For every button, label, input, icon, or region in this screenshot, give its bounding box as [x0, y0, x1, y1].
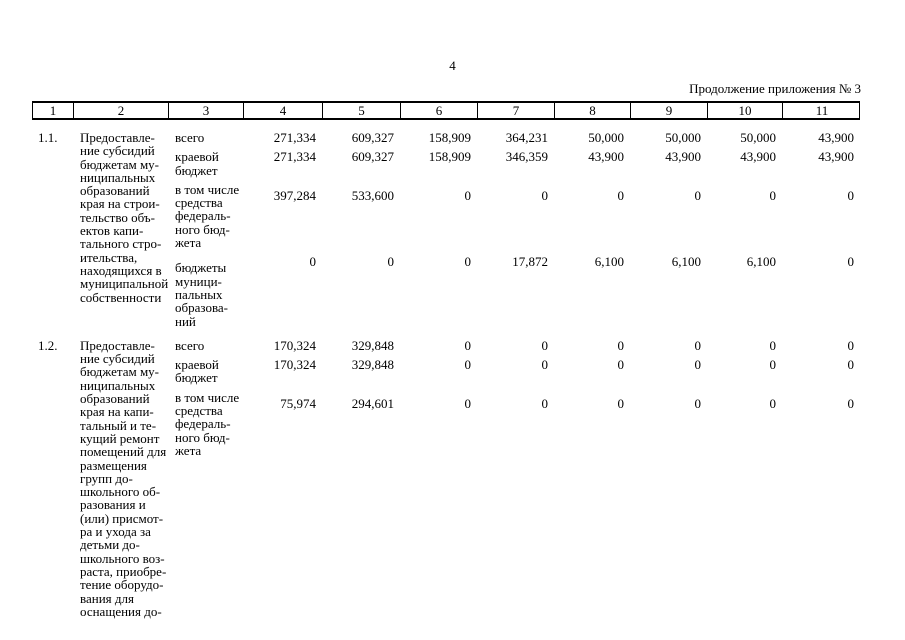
- value-cell: 0: [694, 357, 702, 373]
- value-cell: 6,100: [594, 254, 624, 270]
- col-header-cell: 6: [401, 103, 478, 118]
- value-cell: 329,848: [351, 337, 394, 353]
- budget-subrow-regional: краевой бюджет 170,324 329,848 0 0 0 0 0…: [168, 358, 860, 385]
- budget-level-label: в том числе средства федераль- ного бюд-…: [175, 389, 240, 458]
- subrows-container: всего 170,324 329,848 0 0 0 0 0 0 краево…: [168, 339, 860, 463]
- col-header-cell: 9: [631, 103, 708, 118]
- value-cell: 50,000: [665, 130, 701, 145]
- value-cell: 609,327: [351, 149, 394, 165]
- value-cell: 6,100: [671, 254, 701, 270]
- value-cell: 50,000: [740, 130, 776, 145]
- budget-level-label: краевой бюджет: [175, 149, 219, 178]
- col-header-cell: 10: [708, 103, 783, 118]
- value-cell: 6,100: [746, 254, 776, 270]
- value-cell: 271,334: [273, 130, 316, 145]
- value-cell: 0: [847, 395, 855, 411]
- value-cell: 0: [464, 187, 472, 203]
- value-cell: 0: [309, 254, 317, 270]
- row-description: Предоставле- ние субсидий бюджетам му- н…: [80, 337, 167, 619]
- value-cell: 364,231: [505, 130, 548, 145]
- value-cell: 0: [464, 357, 472, 373]
- value-cell: 0: [617, 187, 625, 203]
- col-header-cell: 5: [323, 103, 401, 118]
- table-row: 1.1. Предоставле- ние субсидий бюджетам …: [32, 131, 860, 334]
- col-header-cell: 1: [33, 103, 74, 118]
- budget-level-label: всего: [175, 337, 205, 353]
- table-body: 1.1. Предоставле- ние субсидий бюджетам …: [32, 120, 860, 618]
- value-cell: 0: [617, 357, 625, 373]
- value-cell: 0: [694, 395, 702, 411]
- col-header-cell: 11: [815, 102, 829, 118]
- budget-subrow-federal: в том числе средства федераль- ного бюд-…: [168, 389, 860, 458]
- value-cell: 397,284: [273, 187, 316, 203]
- value-cell: 50,000: [588, 130, 624, 145]
- value-cell: 0: [769, 187, 777, 203]
- value-cell: 158,909: [428, 130, 471, 145]
- value-cell: 0: [617, 337, 625, 353]
- value-cell: 329,848: [351, 357, 394, 373]
- budget-level-label: краевой бюджет: [175, 357, 219, 386]
- value-cell: 0: [769, 337, 777, 353]
- budget-level-label: всего: [175, 130, 205, 145]
- value-cell: 170,324: [273, 337, 316, 353]
- value-cell: 0: [769, 357, 777, 373]
- col-header-cell: 3: [169, 103, 244, 118]
- col-header-cell: 8: [555, 103, 631, 118]
- value-cell: 43,900: [818, 130, 854, 145]
- value-cell: 0: [847, 187, 855, 203]
- value-cell: 0: [464, 254, 472, 270]
- col-header-cell: 4: [244, 103, 323, 118]
- value-cell: 0: [617, 395, 625, 411]
- appendix-caption: Продолжение приложения № 3: [689, 81, 861, 96]
- value-cell: 17,872: [512, 254, 548, 270]
- value-cell: 0: [847, 254, 855, 270]
- value-cell: 609,327: [351, 130, 394, 145]
- row-description: Предоставле- ние субсидий бюджетам му- н…: [80, 130, 169, 305]
- value-cell: 170,324: [273, 357, 316, 373]
- value-cell: 43,900: [740, 149, 776, 165]
- value-cell: 75,974: [280, 395, 316, 411]
- table-row: 1.2. Предоставле- ние субсидий бюджетам …: [32, 339, 860, 618]
- budget-level-label: бюджеты муници- пальных образова- ний: [175, 260, 229, 329]
- row-number: 1.2.: [38, 337, 58, 353]
- value-cell: 158,909: [428, 149, 471, 165]
- value-cell: 0: [541, 357, 549, 373]
- subrows-container: всего 271,334 609,327 158,909 364,231 50…: [168, 131, 860, 334]
- budget-subrow-federal: в том числе средства федераль- ного бюд-…: [168, 181, 860, 251]
- value-cell: 294,601: [351, 395, 394, 411]
- budget-subrow-regional: краевой бюджет 271,334 609,327 158,909 3…: [168, 150, 860, 177]
- row-number: 1.1.: [38, 130, 58, 145]
- value-cell: 43,900: [665, 149, 701, 165]
- col-header-cell: 7: [478, 103, 555, 118]
- value-cell: 0: [769, 395, 777, 411]
- table-column-header-row: 1 2 3 4 5 6 7 8 9 10 11: [32, 101, 860, 120]
- budget-subrow-total: всего 271,334 609,327 158,909 364,231 50…: [168, 130, 860, 145]
- budget-level-label: в том числе средства федераль- ного бюд-…: [175, 181, 240, 251]
- page-number: 4: [449, 58, 456, 73]
- value-cell: 0: [541, 395, 549, 411]
- value-cell: 346,359: [505, 149, 548, 165]
- value-cell: 0: [464, 395, 472, 411]
- value-cell: 0: [694, 187, 702, 203]
- value-cell: 43,900: [588, 149, 624, 165]
- value-cell: 533,600: [351, 187, 394, 203]
- value-cell: 0: [541, 187, 549, 203]
- value-cell: 0: [541, 337, 549, 353]
- value-cell: 0: [694, 337, 702, 353]
- value-cell: 271,334: [273, 149, 316, 165]
- value-cell: 0: [847, 357, 855, 373]
- budget-subrow-total: всего 170,324 329,848 0 0 0 0 0 0: [168, 337, 860, 353]
- col-header-cell: 2: [74, 103, 169, 118]
- value-cell: 0: [387, 254, 395, 270]
- value-cell: 0: [464, 337, 472, 353]
- budget-subrow-municipal: бюджеты муници- пальных образова- ний 0 …: [168, 254, 860, 329]
- value-cell: 43,900: [818, 149, 854, 165]
- value-cell: 0: [847, 337, 855, 353]
